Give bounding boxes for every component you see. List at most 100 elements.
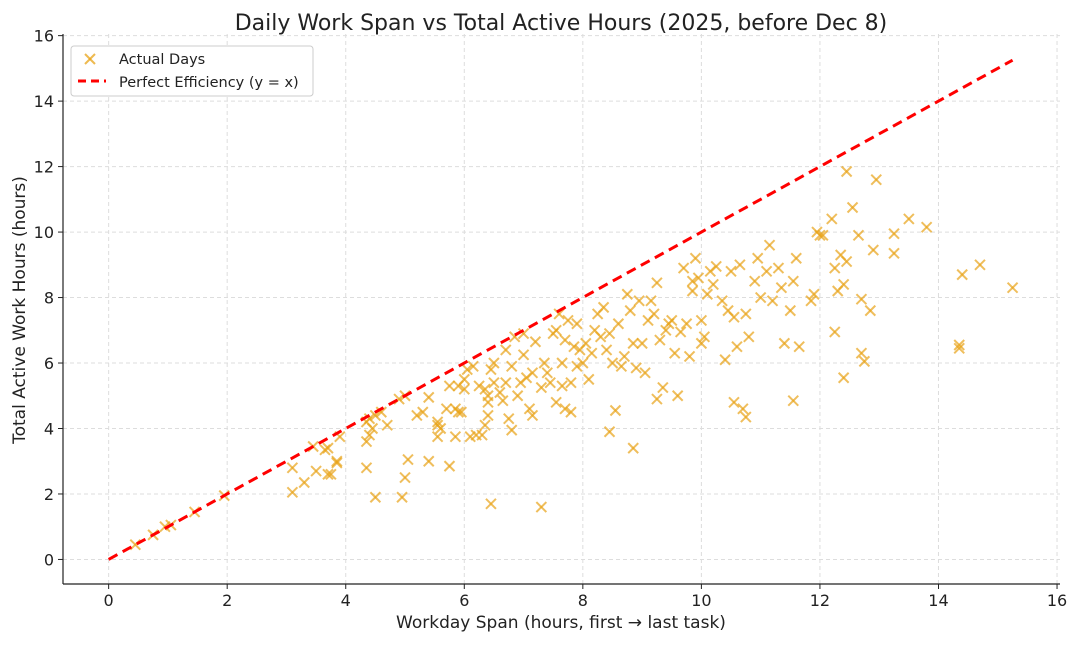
legend-label-perfect-efficiency: Perfect Efficiency (y = x) xyxy=(119,75,299,91)
x-tick-label: 14 xyxy=(928,591,948,610)
data-point-stroke xyxy=(461,363,473,376)
data-point xyxy=(870,173,882,186)
data-point-stroke xyxy=(479,383,491,395)
data-point-stroke xyxy=(695,314,708,327)
data-point xyxy=(411,409,423,422)
data-point-stroke xyxy=(298,476,310,489)
data-point xyxy=(577,357,589,369)
data-point-stroke xyxy=(310,465,322,477)
data-point xyxy=(651,277,663,289)
data-point-stroke xyxy=(360,462,373,474)
data-point xyxy=(322,442,334,454)
data-point-stroke xyxy=(396,491,408,503)
data-point-stroke xyxy=(805,295,817,307)
data-point xyxy=(396,491,408,503)
data-point xyxy=(482,409,494,422)
data-point-stroke xyxy=(790,252,802,264)
data-point xyxy=(399,471,411,484)
data-point-stroke xyxy=(671,390,684,402)
data-point xyxy=(707,278,719,291)
data-point-stroke xyxy=(627,442,639,454)
data-point-stroke xyxy=(817,229,829,242)
data-point-stroke xyxy=(829,262,841,274)
data-point-stroke xyxy=(526,367,539,379)
data-point xyxy=(683,350,696,363)
data-point xyxy=(565,376,577,389)
data-point xyxy=(556,380,568,392)
data-point xyxy=(600,344,613,356)
data-point-stroke xyxy=(606,357,619,369)
data-point-stroke xyxy=(870,173,882,186)
data-point xyxy=(431,430,444,443)
data-point xyxy=(793,340,805,353)
data-point-stroke xyxy=(683,350,696,363)
data-point xyxy=(692,272,705,284)
y-tick-label: 14 xyxy=(34,92,54,111)
data-point-stroke xyxy=(562,314,574,327)
data-point-stroke xyxy=(434,422,447,435)
data-point xyxy=(511,390,524,402)
data-point-stroke xyxy=(624,304,636,317)
data-point xyxy=(286,462,299,474)
data-point xyxy=(612,318,625,330)
data-point-stroke xyxy=(1006,282,1019,294)
data-point xyxy=(544,376,556,389)
data-point xyxy=(808,288,820,300)
data-point-stroke xyxy=(609,404,622,417)
data-point xyxy=(467,360,479,372)
data-point-stroke xyxy=(749,275,761,287)
data-point xyxy=(624,304,636,317)
data-point-stroke xyxy=(535,501,548,513)
data-point xyxy=(503,412,515,425)
data-point-stroke xyxy=(645,295,657,307)
data-point-stroke xyxy=(497,394,509,407)
data-point xyxy=(325,468,337,481)
data-point xyxy=(322,468,334,481)
data-point-stroke xyxy=(334,430,346,443)
data-point-stroke xyxy=(837,278,850,291)
data-point xyxy=(627,337,639,350)
data-point xyxy=(479,419,491,431)
data-point-stroke xyxy=(953,342,965,354)
data-point-stroke xyxy=(837,372,850,384)
data-point-stroke xyxy=(858,355,871,368)
x-tick-label: 4 xyxy=(341,591,351,610)
data-point xyxy=(506,360,518,372)
data-point xyxy=(360,435,373,448)
data-point-stroke xyxy=(710,260,722,273)
data-point xyxy=(787,394,799,407)
data-point xyxy=(310,465,322,477)
data-point-stroke xyxy=(517,327,530,340)
data-point xyxy=(689,252,702,264)
y-tick-label: 0 xyxy=(44,550,54,569)
data-point xyxy=(363,412,376,425)
x-ticks: 0 2 4 6 8 10 12 14 16 xyxy=(104,584,1067,610)
data-point xyxy=(618,350,631,363)
data-point-stroke xyxy=(443,460,456,472)
data-point xyxy=(867,244,879,256)
legend-box xyxy=(70,45,314,97)
data-point-stroke xyxy=(467,360,479,372)
data-point-stroke xyxy=(511,390,524,402)
data-point xyxy=(636,337,648,350)
data-point-stroke xyxy=(325,468,337,481)
data-point xyxy=(956,268,968,281)
scatter-points xyxy=(129,165,1019,551)
data-point xyxy=(737,403,749,415)
data-point-stroke xyxy=(366,422,379,435)
data-point-stroke xyxy=(286,486,299,499)
data-point xyxy=(920,221,933,233)
data-point-stroke xyxy=(615,360,628,372)
data-point xyxy=(888,227,900,240)
data-point xyxy=(517,327,530,340)
data-point xyxy=(743,331,755,343)
data-point-stroke xyxy=(740,308,752,320)
data-point-stroke xyxy=(920,221,933,233)
x-tick-label: 16 xyxy=(1047,591,1067,610)
data-point xyxy=(763,239,776,251)
data-point xyxy=(568,340,580,353)
data-point-stroke xyxy=(787,275,799,287)
data-point-stroke xyxy=(550,396,562,409)
data-point-stroke xyxy=(473,380,485,392)
data-point xyxy=(846,201,859,214)
